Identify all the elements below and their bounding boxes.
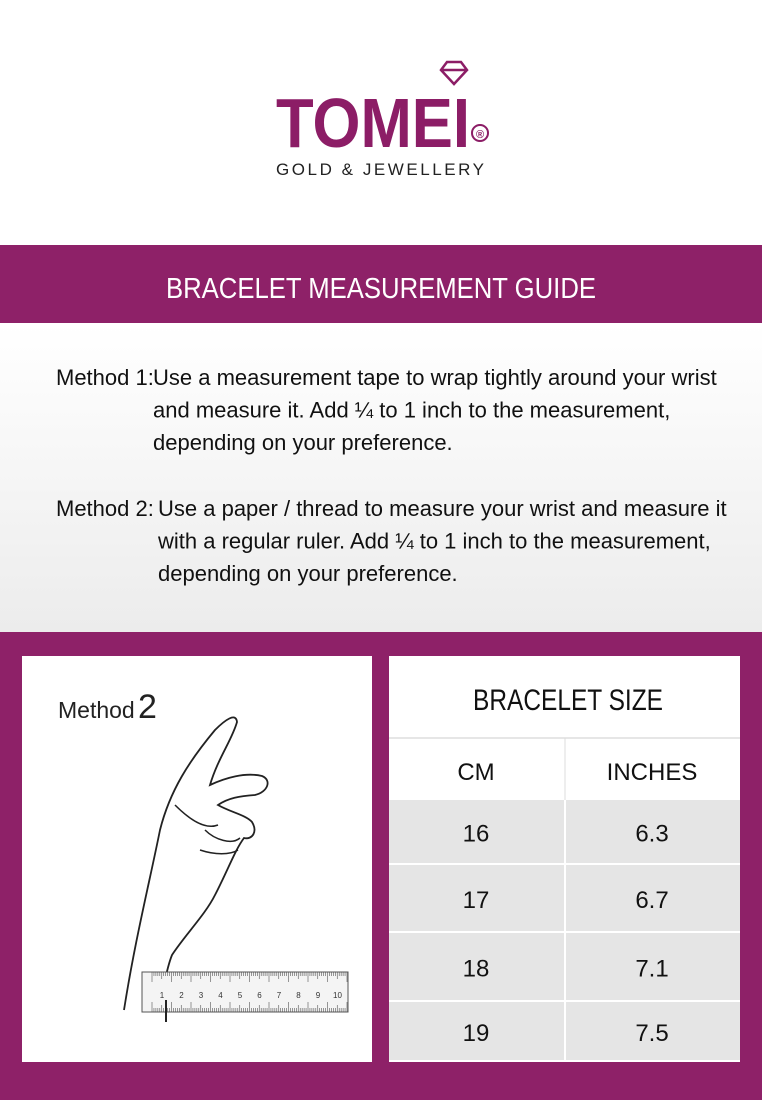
hand-drawing	[123, 716, 269, 1011]
table-cell: 6.7	[635, 887, 668, 914]
ruler-label: 4	[218, 991, 223, 1000]
illustration-number: 2	[138, 688, 157, 726]
registered-circle	[471, 124, 489, 142]
ruler-label: 7	[277, 991, 282, 1000]
method-line: Use a measurement tape to wrap tightly a…	[153, 365, 717, 390]
ruler-marks: 1 2 3 4 5 6 7 8 9 10	[151, 972, 348, 1012]
ruler-label: 8	[296, 991, 301, 1000]
banner-title: BRACELET MEASUREMENT GUIDE	[166, 273, 596, 305]
method-label: Method 2:	[56, 496, 154, 521]
table-title: BRACELET SIZE	[473, 684, 663, 717]
methods: Method 1: Use a measurement tape to wrap …	[56, 365, 727, 586]
method-label: Method 1:	[56, 365, 154, 390]
banner	[0, 245, 762, 323]
table-cell: 19	[463, 1020, 490, 1047]
methods-bg	[0, 323, 762, 632]
method-line: Use a paper / thread to measure your wri…	[158, 496, 727, 521]
ruler-label: 1	[160, 991, 165, 1000]
ruler-label: 10	[333, 991, 342, 1000]
diamond-icon	[439, 60, 469, 86]
ruler-label: 9	[316, 991, 321, 1000]
table-cell: 18	[463, 956, 490, 983]
method-line: with a regular ruler. Add ¼ to 1 inch to…	[157, 529, 711, 554]
method-line: depending on your preference.	[158, 561, 458, 586]
method-line: and measure it. Add ¼ to 1 inch to the m…	[153, 398, 670, 423]
brand: TOMEI	[276, 84, 470, 162]
tagline: GOLD & JEWELLERY	[276, 160, 486, 179]
finger-lines	[174, 804, 241, 855]
ruler-label: 2	[179, 991, 184, 1000]
table-rows: 16 6.3 17 6.7 18 7.1 19 7.5	[389, 800, 740, 1060]
illustration-caption: Method	[58, 697, 135, 723]
table-header: CM	[457, 759, 494, 786]
ruler-label: 6	[257, 991, 262, 1000]
header-bg	[0, 0, 762, 245]
table-header: INCHES	[607, 759, 698, 786]
registered: ®	[476, 129, 484, 141]
ruler	[141, 971, 349, 1013]
ruler-label: 3	[199, 991, 204, 1000]
table-cell: 16	[463, 821, 490, 848]
table-cell: 7.5	[635, 1020, 668, 1047]
ruler-label: 5	[238, 991, 243, 1000]
table-cell: 6.3	[635, 821, 668, 848]
method-line: depending on your preference.	[153, 430, 453, 455]
table-cell: 17	[463, 887, 490, 914]
table-cell: 7.1	[635, 956, 668, 983]
